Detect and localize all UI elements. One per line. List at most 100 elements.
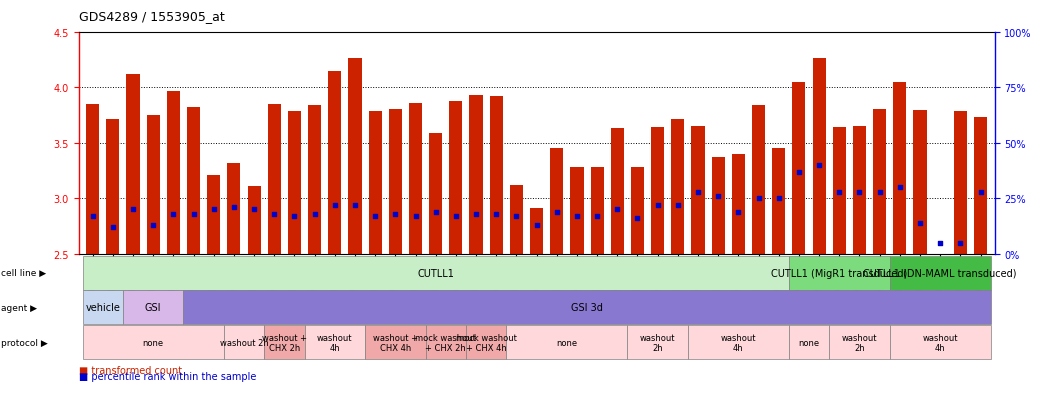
Text: mock washout
+ CHX 4h: mock washout + CHX 4h (455, 333, 516, 352)
Text: vehicle: vehicle (85, 303, 120, 313)
Point (447, 213, 464, 220)
Bar (288, 112, 300, 254)
Bar (732, 154, 744, 254)
Point (588, 213, 605, 220)
Text: ■ transformed count: ■ transformed count (79, 365, 181, 375)
Point (851, 189, 868, 195)
Text: protocol ▶: protocol ▶ (1, 338, 48, 347)
Point (468, 211, 485, 218)
Text: none: none (799, 338, 820, 347)
Bar (349, 59, 361, 254)
Point (205, 206, 222, 213)
Point (649, 202, 666, 209)
Bar (369, 112, 382, 254)
Bar (551, 149, 563, 254)
Text: CUTLL1 (MigR1 transduced): CUTLL1 (MigR1 transduced) (772, 268, 908, 278)
Bar (268, 105, 281, 254)
Text: ■ percentile rank within the sample: ■ percentile rank within the sample (79, 371, 255, 381)
Bar (510, 185, 522, 254)
Bar (449, 102, 463, 254)
Point (629, 215, 646, 222)
Bar (793, 83, 805, 254)
Point (669, 202, 686, 209)
Point (973, 189, 989, 195)
Point (286, 213, 303, 220)
Point (771, 195, 787, 202)
Bar (873, 109, 886, 254)
Text: CUTLL1: CUTLL1 (418, 268, 454, 278)
Point (246, 206, 263, 213)
Text: GSI: GSI (144, 303, 161, 313)
Point (407, 213, 424, 220)
Point (387, 211, 404, 218)
Text: washout
4h: washout 4h (720, 333, 756, 352)
Text: CUTLL1 (DN-MAML transduced): CUTLL1 (DN-MAML transduced) (864, 268, 1017, 278)
Point (690, 189, 707, 195)
Text: washout
4h: washout 4h (317, 333, 353, 352)
Bar (671, 119, 685, 254)
Point (952, 240, 968, 246)
Text: washout 2h: washout 2h (220, 338, 268, 347)
Point (165, 211, 182, 218)
Bar (712, 158, 725, 254)
Bar (832, 128, 846, 254)
Bar (247, 187, 261, 254)
Point (427, 209, 444, 215)
Point (125, 206, 141, 213)
Text: washout +
CHX 4h: washout + CHX 4h (373, 333, 418, 352)
Bar (974, 118, 987, 254)
Point (751, 195, 767, 202)
Bar (853, 127, 866, 254)
Text: none: none (556, 338, 577, 347)
Text: agent ▶: agent ▶ (1, 303, 37, 312)
Bar (812, 59, 826, 254)
Bar (107, 119, 119, 254)
Point (871, 189, 888, 195)
Bar (631, 168, 644, 254)
Point (569, 213, 585, 220)
Text: GSI 3d: GSI 3d (571, 303, 603, 313)
Text: cell line ▶: cell line ▶ (1, 268, 46, 278)
Point (347, 202, 363, 209)
Bar (207, 176, 220, 254)
Text: mock washout
+ CHX 2h: mock washout + CHX 2h (416, 333, 476, 352)
Bar (954, 112, 966, 254)
Bar (651, 128, 664, 254)
Point (710, 193, 727, 200)
Point (84, 213, 101, 220)
Bar (691, 127, 705, 254)
Point (528, 222, 544, 228)
Bar (308, 106, 321, 254)
Point (488, 211, 505, 218)
Point (831, 189, 848, 195)
Point (225, 204, 242, 211)
Point (912, 220, 929, 226)
Text: none: none (142, 338, 163, 347)
Text: GDS4289 / 1553905_at: GDS4289 / 1553905_at (79, 10, 224, 23)
Point (508, 213, 525, 220)
Text: washout +
CHX 2h: washout + CHX 2h (262, 333, 307, 352)
Point (144, 222, 161, 228)
Bar (409, 104, 422, 254)
Text: washout
4h: washout 4h (922, 333, 958, 352)
Bar (166, 92, 180, 254)
Point (306, 211, 322, 218)
Text: washout
2h: washout 2h (640, 333, 675, 352)
Point (549, 209, 565, 215)
Bar (893, 83, 907, 254)
Point (730, 209, 747, 215)
Bar (227, 164, 241, 254)
Point (105, 224, 121, 231)
Point (891, 184, 908, 191)
Bar (147, 116, 160, 254)
Bar (591, 168, 604, 254)
Text: washout
2h: washout 2h (842, 333, 877, 352)
Bar (752, 106, 765, 254)
Point (266, 211, 283, 218)
Bar (913, 110, 927, 254)
Bar (127, 75, 139, 254)
Point (185, 211, 202, 218)
Bar (469, 96, 483, 254)
Point (609, 206, 626, 213)
Point (932, 240, 949, 246)
